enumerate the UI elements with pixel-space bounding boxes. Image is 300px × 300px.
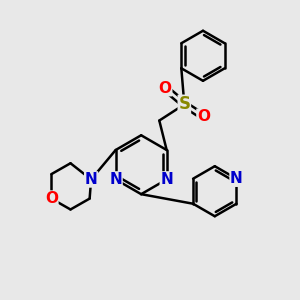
Text: N: N xyxy=(85,172,98,187)
Text: N: N xyxy=(230,171,243,186)
Text: O: O xyxy=(45,191,58,206)
Text: N: N xyxy=(160,172,173,187)
Text: O: O xyxy=(159,81,172,96)
Text: S: S xyxy=(178,95,190,113)
Text: N: N xyxy=(109,172,122,187)
Text: O: O xyxy=(197,109,210,124)
